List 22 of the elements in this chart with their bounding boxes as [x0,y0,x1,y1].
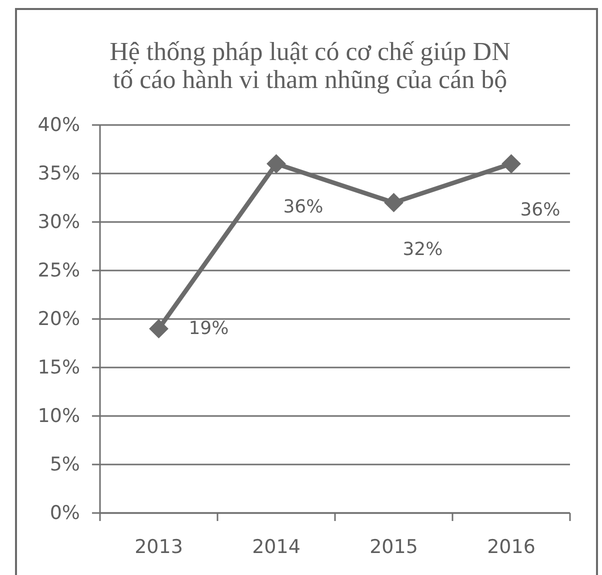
y-tick-label: 0% [50,502,80,524]
data-label: 19% [188,318,229,340]
point [266,154,286,174]
y-tick-label: 10% [38,405,80,427]
point [149,319,168,338]
x-tick-label: 2015 [370,536,418,558]
y-tick-label: 35% [38,162,80,184]
point [502,154,521,174]
x-tick-label: 2013 [134,536,183,558]
chart-title: Hệ thống pháp luật có cơ chế giúp DN tố cáo hành vi tham nhũng của cán bộ [110,37,511,94]
y-tick-label: 5% [50,454,80,476]
x-tick-label: 2014 [252,536,300,558]
point [384,193,404,212]
x-tick-label: 2016 [487,536,536,558]
data-label: 32% [402,239,443,260]
y-tick-label: 20% [38,308,80,330]
y-tick-label: 40% [38,114,80,136]
y-tick-label: 15% [38,356,80,378]
y-tick-label: 30% [38,211,80,233]
data-label: 36% [283,196,324,218]
y-tick-label: 25% [38,260,80,282]
data-label: 36% [520,199,560,220]
